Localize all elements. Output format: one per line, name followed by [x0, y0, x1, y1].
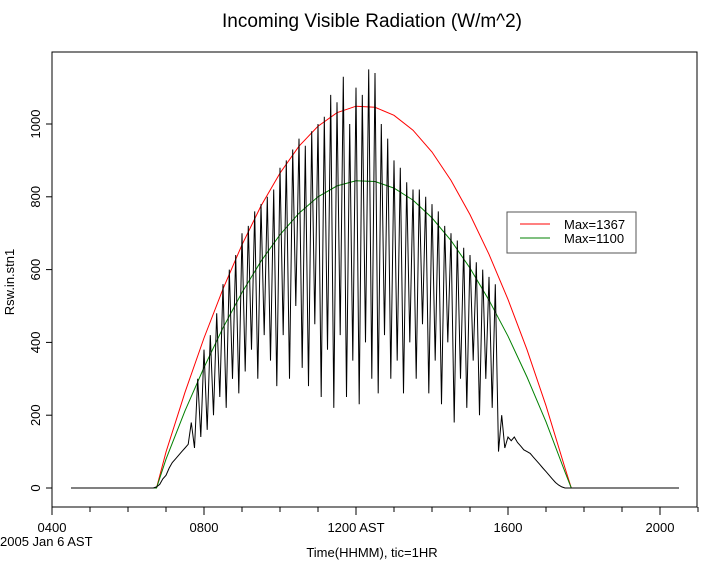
x-axis-label: Time(HHMM), tic=1HR — [306, 545, 437, 560]
y-tick-label: 600 — [28, 259, 43, 281]
x-tick-label: 0400 — [38, 520, 67, 535]
legend: Max=1367 Max=1100 — [506, 211, 637, 254]
x-axis: 0400 0800 1200 AST 1600 2000 — [38, 507, 699, 535]
legend-label-max1367: Max=1367 — [564, 217, 625, 232]
series-layer — [71, 69, 679, 489]
legend-label-max1100: Max=1100 — [564, 231, 624, 246]
y-tick-label: 200 — [28, 404, 43, 426]
x-tick-label: 0800 — [190, 520, 219, 535]
chart-title: Incoming Visible Radiation (W/m^2) — [222, 11, 522, 32]
plot-frame — [51, 51, 698, 508]
x-tick-label: 1200 AST — [327, 520, 384, 535]
series-line-max-1367 — [71, 105, 676, 489]
x-tick-label: 2000 — [646, 520, 675, 535]
y-tick-label: 400 — [28, 332, 43, 354]
x-tick-label: 1600 — [494, 520, 523, 535]
date-label: 2005 Jan 6 AST — [0, 534, 93, 549]
y-tick-label: 800 — [28, 186, 43, 208]
y-tick-label: 1000 — [28, 110, 43, 139]
series-line-max-1100 — [71, 180, 676, 489]
legend-box — [506, 211, 637, 254]
series-line-observed — [71, 69, 679, 489]
y-axis-label: Rsw.in.stn1 — [2, 249, 17, 315]
y-axis: 0 200 400 600 800 1000 — [28, 110, 52, 492]
y-tick-label: 0 — [28, 484, 43, 491]
